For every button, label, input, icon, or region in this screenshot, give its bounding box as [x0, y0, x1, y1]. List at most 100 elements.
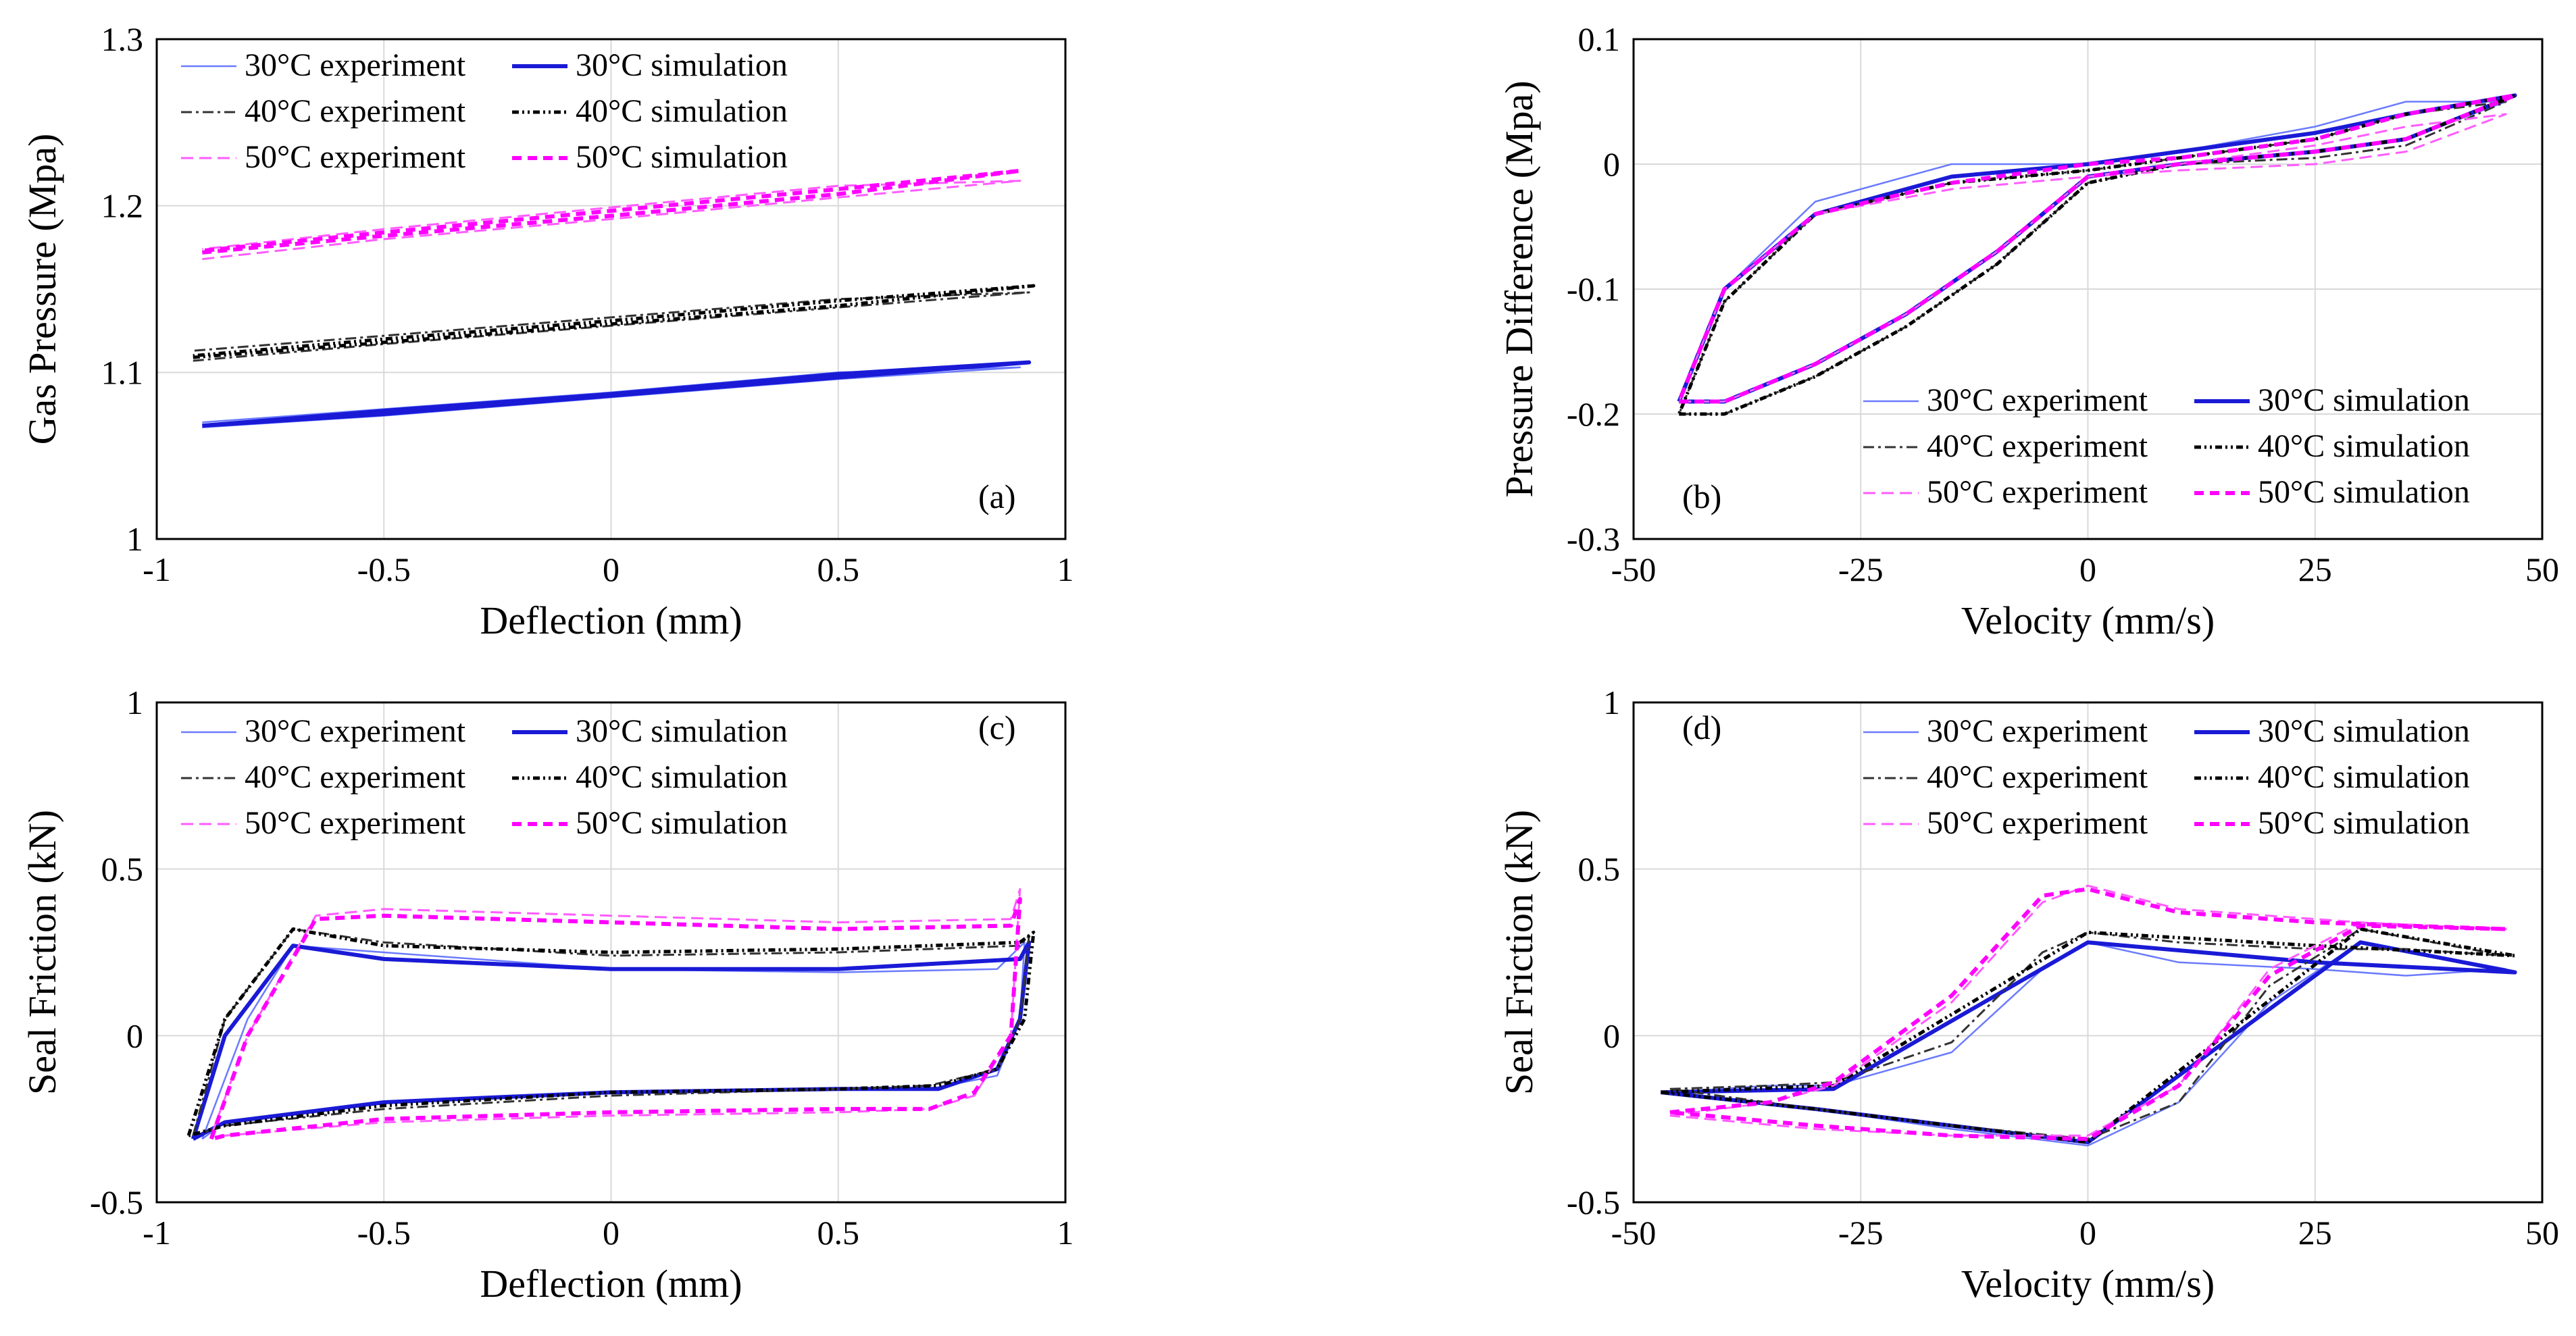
series-line-exp40	[192, 928, 1030, 1137]
y-tick-label: -0.5	[1567, 1183, 1620, 1221]
legend-label-sim40: 40°C simulation	[2258, 759, 2470, 795]
legend-label-exp50: 50°C experiment	[1927, 474, 2148, 510]
x-tick-label: 1	[1057, 1214, 1074, 1252]
y-axis-label: Seal Friction (kN)	[20, 810, 64, 1095]
chart-b: -50 -25 0 25 50 -0.3 -0.2 -0.1 0 0.1 Velocity (mm/…	[1497, 20, 2559, 642]
series-line-exp50	[202, 180, 1021, 261]
panel-label: (c)	[978, 709, 1016, 746]
legend-label-exp50: 50°C experiment	[1927, 805, 2148, 841]
x-axis-label: Deflection (mm)	[480, 598, 742, 642]
y-axis-label: Seal Friction (kN)	[1497, 810, 1541, 1095]
x-tick-label: -0.5	[357, 550, 411, 588]
plot-frame	[155, 38, 1067, 540]
series-line-sim30	[1660, 940, 2517, 1145]
x-tick-label: 50	[2525, 1214, 2559, 1252]
legend-label-sim50: 50°C simulation	[2258, 805, 2470, 841]
legend-label-exp40: 40°C experiment	[245, 759, 466, 795]
legend-label-exp40: 40°C experiment	[1927, 759, 2148, 795]
x-tick-label: -0.5	[357, 1214, 411, 1252]
legend-label-exp30: 30°C experiment	[245, 713, 466, 749]
series-line-sim40	[193, 284, 1036, 359]
legend-label-sim50: 50°C simulation	[576, 805, 788, 841]
series-line-exp40	[1669, 928, 2507, 1140]
y-tick-label: 1.3	[101, 20, 144, 58]
plot-area-c	[186, 888, 1036, 1141]
chart-a: -1 -0.5 0 0.5 1 1 1.1 1.2 1.3 Deflection (mm) Gas …	[20, 20, 1074, 642]
chart-d: -50 -25 0 25 50 -0.5 0 0.5 1 Velocity (mm/s) Seal …	[1497, 684, 2559, 1306]
x-tick-label: 50	[2525, 550, 2559, 588]
y-tick-label: 1	[1603, 684, 1620, 721]
legend-d: 30°C experiment 30°C simulation 40°C exper…	[1863, 713, 2470, 841]
x-tick-label: 0	[2079, 550, 2096, 588]
y-axis-label: Pressure Difference (Mpa)	[1497, 80, 1541, 497]
legend-b: 30°C experiment 30°C simulation 40°C exper…	[1863, 382, 2470, 510]
panel-label: (a)	[978, 478, 1016, 515]
x-tick-label: -50	[1611, 550, 1657, 588]
legend-label-sim30: 30°C simulation	[2258, 713, 2470, 749]
legend-label-exp50: 50°C experiment	[245, 805, 466, 841]
series-line-exp30	[1669, 941, 2507, 1147]
series-line-exp50	[1669, 884, 2507, 1137]
legend-a: 30°C experiment 30°C simulation 40°C exper…	[181, 47, 788, 175]
x-tick-label: -25	[1838, 1214, 1884, 1252]
legend-label-sim40: 40°C simulation	[576, 759, 788, 795]
legend-label-exp30: 30°C experiment	[1927, 382, 2148, 418]
legend-label-sim30: 30°C simulation	[2258, 382, 2470, 418]
x-tick-label: 0	[603, 1214, 620, 1252]
legend-label-sim50: 50°C simulation	[576, 139, 788, 175]
plot-area-a	[193, 168, 1036, 428]
y-tick-label: 0.1	[1578, 20, 1621, 58]
x-tick-label: 1	[1057, 550, 1074, 588]
legend-label-exp30: 30°C experiment	[1927, 713, 2148, 749]
panel-label: (d)	[1682, 709, 1721, 746]
legend-label-exp50: 50°C experiment	[245, 139, 466, 175]
y-tick-label: 0	[1603, 1017, 1620, 1054]
series-line-exp50	[1677, 113, 2507, 403]
legend-label-sim40: 40°C simulation	[576, 93, 788, 129]
x-tick-label: -50	[1611, 1214, 1657, 1252]
y-tick-label: -0.3	[1567, 520, 1620, 558]
y-tick-label: -0.2	[1567, 395, 1620, 433]
series-line-sim30	[202, 360, 1032, 428]
y-tick-label: 0	[1603, 145, 1620, 183]
panel-label: (b)	[1682, 478, 1721, 515]
x-tick-label: 0.5	[817, 1214, 860, 1252]
legend-label-sim50: 50°C simulation	[2258, 474, 2470, 510]
legend-label-sim40: 40°C simulation	[2258, 428, 2470, 464]
y-tick-label: 0.5	[1578, 850, 1621, 888]
x-tick-label: 0	[603, 550, 620, 588]
x-tick-label: -25	[1838, 550, 1884, 588]
x-axis-label: Velocity (mm/s)	[1961, 1262, 2215, 1306]
x-tick-label: 0.5	[817, 550, 860, 588]
legend-label-exp30: 30°C experiment	[245, 47, 466, 83]
series-line-sim50	[201, 168, 1022, 255]
series-line-exp30	[1678, 101, 2507, 403]
y-tick-label: 1.2	[101, 187, 144, 225]
y-tick-label: -0.5	[90, 1183, 143, 1221]
x-tick-label: 0	[2079, 1214, 2096, 1252]
x-axis-label: Deflection (mm)	[480, 1262, 742, 1306]
y-tick-label: -0.1	[1567, 270, 1620, 308]
x-tick-label: 25	[2298, 550, 2332, 588]
x-axis-label: Velocity (mm/s)	[1961, 598, 2215, 642]
y-tick-label: 0.5	[101, 850, 144, 888]
y-tick-label: 1.1	[101, 353, 144, 391]
series-line-sim50	[1677, 93, 2517, 404]
x-tick-label: -1	[143, 550, 171, 588]
y-axis-label: Gas Pressure (Mpa)	[20, 134, 64, 445]
series-line-sim50	[1669, 887, 2508, 1141]
y-tick-label: 1	[126, 520, 143, 558]
y-tick-label: 1	[126, 684, 143, 721]
plot-frame	[155, 701, 1067, 1204]
legend-label-sim30: 30°C simulation	[576, 713, 788, 749]
legend-label-sim30: 30°C simulation	[576, 47, 788, 83]
legend-label-exp40: 40°C experiment	[245, 93, 466, 129]
legend-c: 30°C experiment 30°C simulation 40°C exper…	[181, 713, 788, 841]
legend-label-exp40: 40°C experiment	[1927, 428, 2148, 464]
plot-area-d	[1660, 884, 2517, 1147]
x-tick-label: -1	[143, 1214, 171, 1252]
y-tick-label: 0	[126, 1017, 143, 1054]
plot-frame	[1632, 38, 2544, 540]
